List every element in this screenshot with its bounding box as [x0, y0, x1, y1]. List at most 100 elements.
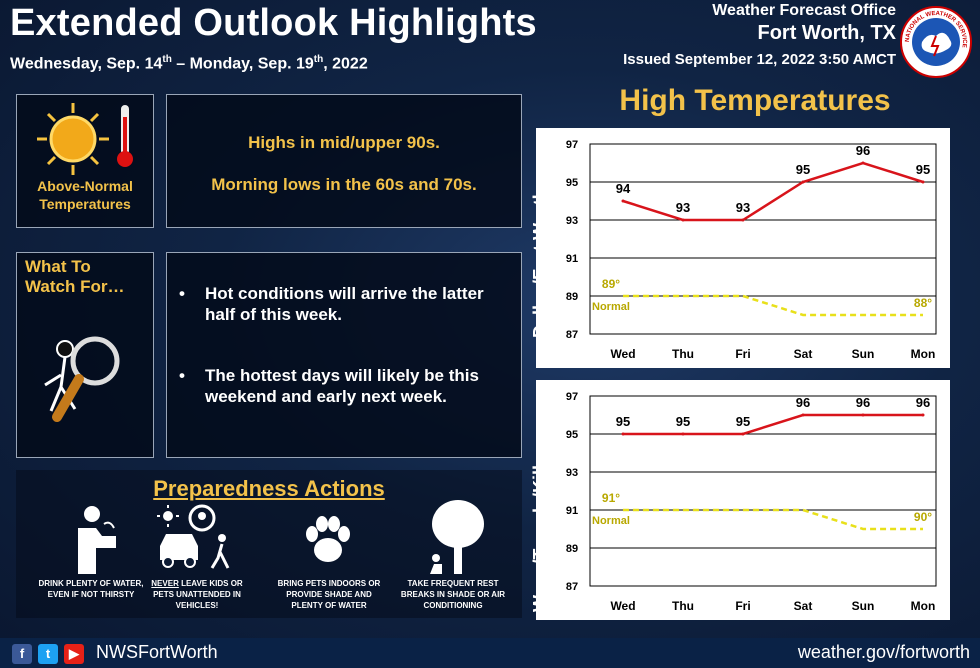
office-name: Weather Forecast Office [712, 2, 896, 19]
x-tick-label: Mon [911, 347, 936, 361]
forecast-point [861, 413, 865, 417]
office-location: Fort Worth, TX [757, 22, 897, 44]
data-label: 96 [856, 143, 870, 158]
action-pets-indoors: BRING PETS INDOORS OR PROVIDE SHADE AND … [277, 579, 381, 610]
forecast-point [741, 432, 745, 436]
normal-series-line [623, 508, 923, 531]
y-tick-label: 93 [566, 467, 578, 479]
forecast-point [681, 432, 685, 436]
facebook-icon[interactable]: f [12, 644, 32, 664]
action-never-leave-kids: NEVER LEAVE KIDS OR PETS UNATTENDED IN V… [151, 579, 243, 610]
y-tick-label: 91 [566, 505, 578, 517]
issued-time: Issued September 12, 2022 3:50 AMCT [623, 51, 896, 68]
office-info: Weather Forecast Office Fort Worth, TX I… [623, 2, 896, 68]
forecast-point [921, 413, 925, 417]
x-tick-label: Mon [911, 599, 936, 613]
watch-for-box: What To Watch For… [16, 252, 154, 458]
x-tick-label: Sun [852, 347, 875, 361]
social-handle[interactable]: NWSFortWorth [96, 642, 218, 662]
nws-logo: NATIONAL WEATHER SERVICE [900, 6, 972, 78]
nws-logo-center [912, 18, 960, 66]
data-label: 95 [736, 414, 750, 429]
forecast-series-line [623, 413, 923, 436]
y-tick-label: 89 [566, 291, 578, 303]
twitter-icon[interactable]: t [38, 644, 58, 664]
temperature-summary-box: Highs in mid/upper 90s. Morning lows in … [166, 94, 522, 228]
chart-dfw-svg: 87 89 91 93 95 97 Wed Thu Fri Sat Sun Mon 94 93 93 95 96… [566, 139, 937, 361]
x-tick-label: Sun [852, 599, 875, 613]
y-tick-label: 97 [566, 391, 578, 403]
chart-waco-svg: 87 89 91 93 95 97 Wed Thu Fri Sat Sun Mon 95 95 95 96 96… [566, 391, 937, 613]
watch-for-bullets-box: • Hot conditions will arrive the latter h… [166, 252, 522, 458]
x-tick-label: Sat [794, 347, 813, 361]
chart-dfw: 87 89 91 93 95 97 Wed Thu Fri Sat Sun Mon 94 93 93 95 96… [536, 128, 950, 368]
date-range: Wednesday, Sep. 14th – Monday, Sep. 19th… [10, 54, 368, 73]
watch-for-title: What To Watch For… [25, 257, 125, 296]
y-tick-label: 95 [566, 429, 578, 441]
normal-text-label: Normal [592, 301, 630, 313]
chart-heading: High Temperatures [619, 84, 891, 117]
forecast-point [801, 413, 805, 417]
x-tick-label: Sat [794, 599, 813, 613]
forecast-point [741, 218, 745, 222]
lows-text: Morning lows in the 60s and 70s. [211, 175, 477, 194]
y-tick-label: 89 [566, 543, 578, 555]
forecast-series-line [622, 161, 924, 222]
x-tick-label: Wed [610, 347, 635, 361]
header: Extended Outlook Highlights Wednesday, S… [0, 0, 980, 80]
data-label: 95 [616, 414, 630, 429]
x-tick-label: Thu [672, 599, 694, 613]
data-label: 96 [856, 395, 870, 410]
highs-text: Highs in mid/upper 90s. [248, 133, 440, 152]
x-tick-label: Fri [735, 347, 750, 361]
preparedness-title: Preparedness Actions [153, 476, 385, 501]
data-label: 94 [616, 181, 631, 196]
normal-start-label: 89° [602, 277, 620, 291]
forecast-point [621, 199, 625, 203]
paw-icon [306, 516, 350, 562]
forecast-point [621, 432, 625, 436]
y-tick-label: 87 [566, 329, 578, 341]
y-tick-label: 93 [566, 215, 578, 227]
y-tick-label: 87 [566, 581, 578, 593]
data-label: 95 [796, 162, 810, 177]
x-tick-label: Wed [610, 599, 635, 613]
data-label: 93 [736, 200, 750, 215]
y-tick-label: 91 [566, 253, 578, 265]
above-normal-caption: Above-Normal Temperatures [37, 178, 133, 212]
temperature-icon-box: Above-Normal Temperatures [16, 94, 154, 228]
page-title: Extended Outlook Highlights [10, 2, 537, 44]
forecast-point [861, 161, 865, 165]
forecast-point [681, 218, 685, 222]
action-rest-breaks: TAKE FREQUENT REST BREAKS IN SHADE OR AI… [400, 579, 506, 610]
data-label: 96 [916, 395, 930, 410]
y-tick-label: 95 [566, 177, 578, 189]
website-link[interactable]: weather.gov/fortworth [797, 642, 970, 662]
normal-text-label: Normal [592, 515, 630, 527]
data-label: 95 [676, 414, 690, 429]
action-drink-water: DRINK PLENTY OF WATER, EVEN IF NOT THIRS… [38, 579, 144, 599]
normal-end-label: 88° [914, 296, 932, 310]
normal-series-line [623, 294, 923, 317]
normal-start-label: 91° [602, 491, 620, 505]
bullet-item: • The hottest days will likely be this we… [179, 366, 479, 406]
data-label: 96 [796, 395, 810, 410]
chart-waco: 87 89 91 93 95 97 Wed Thu Fri Sat Sun Mon 95 95 95 96 96… [536, 380, 950, 620]
data-label: 93 [676, 200, 690, 215]
magnifying-glass-icon [44, 336, 120, 422]
x-tick-label: Fri [735, 599, 750, 613]
forecast-point [921, 180, 925, 184]
youtube-icon[interactable]: ▶ [64, 644, 84, 664]
tree-shade-icon [430, 500, 484, 574]
plot-area-border [589, 395, 937, 587]
y-tick-label: 97 [566, 139, 578, 151]
bullet-item: • Hot conditions will arrive the latter h… [179, 284, 484, 324]
storm-icon [921, 32, 952, 57]
sun-thermometer-icon [37, 103, 133, 175]
normal-end-label: 90° [914, 510, 932, 524]
plot-area-border [589, 143, 937, 335]
forecast-point [801, 180, 805, 184]
x-tick-label: Thu [672, 347, 694, 361]
preparedness-panel: Preparedness Actions DRINK PLENTY OF WAT… [16, 470, 522, 618]
data-label: 95 [916, 162, 930, 177]
